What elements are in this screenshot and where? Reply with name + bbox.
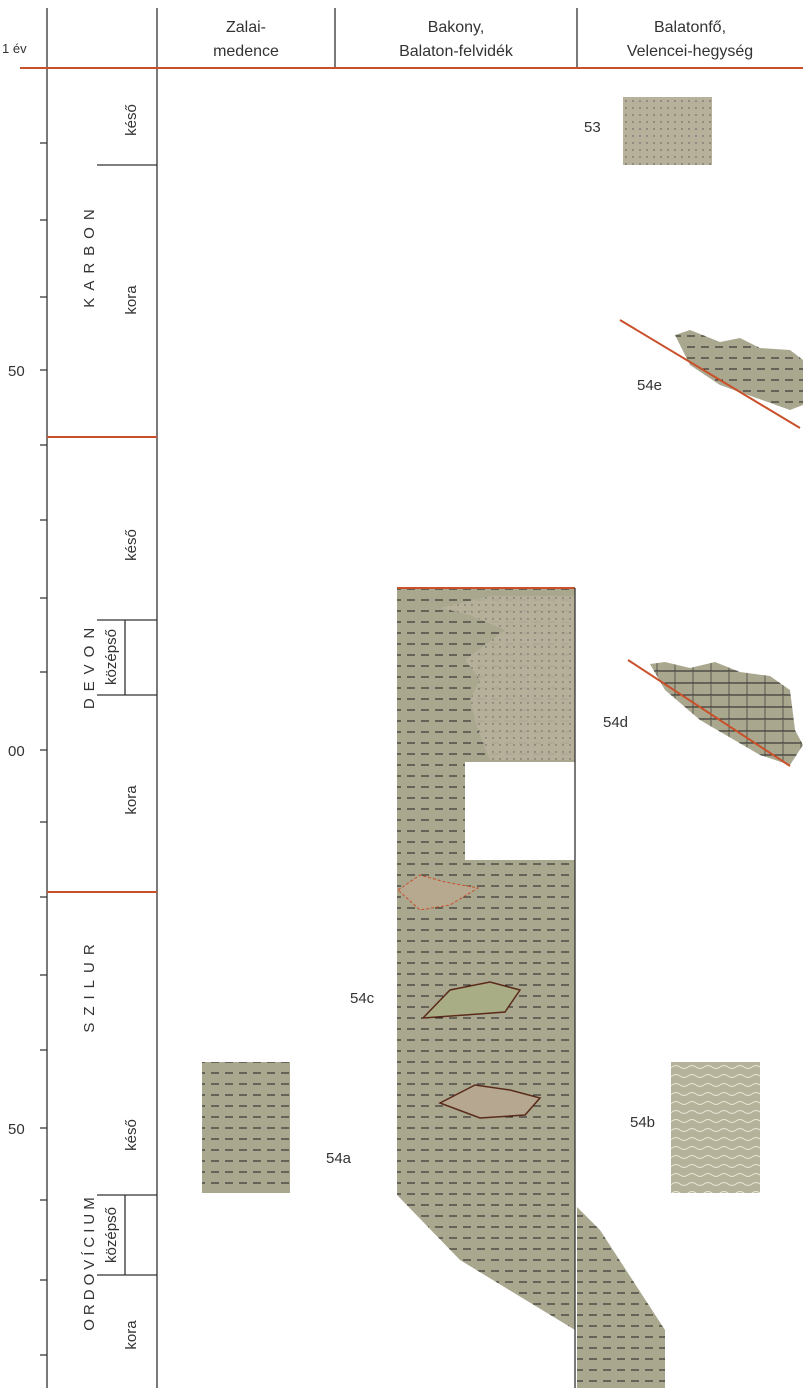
unit-label: 54d [603, 714, 628, 731]
column-title: Bakony, [428, 19, 485, 36]
unit-label: 54a [326, 1150, 352, 1167]
time-label: 00 [8, 743, 25, 760]
header: 1 év Zalai- medence Bakony, Balaton-felv… [2, 19, 753, 60]
unit-label: 54c [350, 990, 375, 1007]
periods: KARBON késő kora DEVON késő középső kora… [81, 104, 140, 1349]
rock-body [675, 330, 803, 410]
period-name: DEVON [81, 621, 98, 709]
time-label: 50 [8, 363, 25, 380]
epoch: késő [123, 1119, 140, 1151]
period-name: ORDOVÍCIUM [81, 1193, 98, 1331]
column-title: Balaton-felvidék [399, 43, 514, 60]
decoration [40, 143, 47, 1355]
rock-body [623, 97, 712, 165]
column-title: medence [213, 43, 279, 60]
epoch: kora [123, 1320, 140, 1350]
unit-label: 54e [637, 377, 662, 394]
epoch: kora [123, 285, 140, 315]
rock-body [577, 1207, 665, 1388]
stratigraphic-chart: 1 év Zalai- medence Bakony, Balaton-felv… [0, 0, 803, 1388]
column-title: Balatonfő, [654, 19, 726, 36]
rock-bodies [202, 97, 803, 1388]
axis-unit: 1 év [2, 41, 27, 56]
unit-label: 54b [630, 1114, 655, 1131]
epoch: késő [123, 529, 140, 561]
rock-body [650, 662, 803, 765]
epoch: középső [103, 1207, 120, 1263]
time-labels: 50 00 50 [8, 363, 25, 1138]
rock-body [671, 1062, 760, 1193]
time-label: 50 [8, 1121, 25, 1138]
column-title: Velencei-hegység [627, 43, 753, 60]
epoch: kora [123, 785, 140, 815]
epoch: késő [123, 104, 140, 136]
period-name: SZILUR [81, 937, 98, 1032]
unit-label: 53 [584, 119, 601, 136]
rock-body [202, 1062, 290, 1193]
period-name: KARBON [81, 202, 98, 307]
column-title: Zalai- [226, 19, 266, 36]
epoch: középső [103, 629, 120, 685]
